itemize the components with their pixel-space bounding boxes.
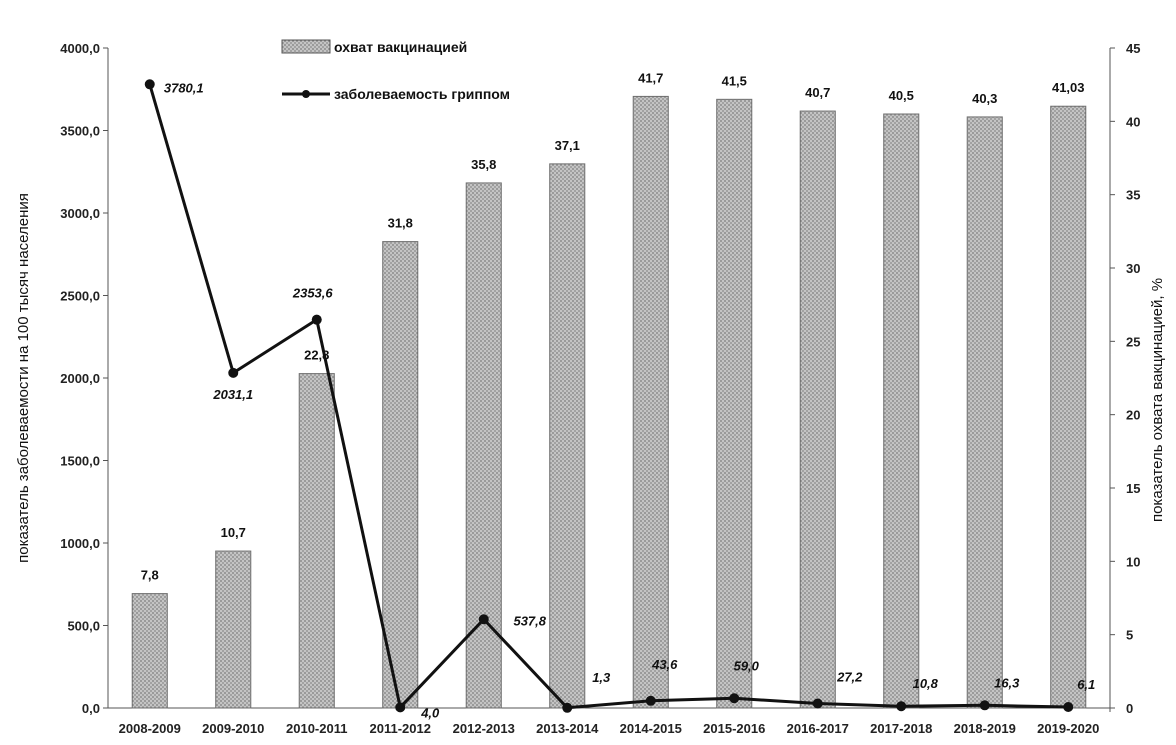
line-point-label: 2353,6 [292,286,334,301]
x-tick-label: 2010-2011 [286,721,347,736]
y-tick-label: 1000,0 [60,536,100,551]
y-tick-label: 2500,0 [60,289,100,304]
x-tick-label: 2009-2010 [202,721,264,736]
line-point-label: 43,6 [651,657,678,672]
y-tick-label: 1500,0 [60,454,100,469]
bar-value-label: 41,7 [638,70,663,85]
line-point [645,695,656,706]
bar-value-label: 35,8 [471,157,496,172]
bar [215,550,252,709]
y-axis-title: показатель заболеваемости на 100 тысяч н… [15,193,32,563]
line-point-label: 6,1 [1077,677,1095,692]
line-point-label: 16,3 [994,675,1020,690]
bar-value-label: 41,03 [1052,80,1085,95]
line-point-label: 10,8 [913,676,939,691]
x-tick-label: 2011-2012 [370,721,431,736]
x-tick-label: 2015-2016 [703,721,765,736]
x-tick-label: 2014-2015 [620,721,682,736]
legend-bar-swatch [281,39,331,54]
x-tick-label: 2017-2018 [870,721,932,736]
bar-value-label: 40,7 [805,85,830,100]
vaccination-bar-labels: 7,810,722,831,835,837,141,7 41,540,7 40,5 4… [141,70,1085,582]
line-point-label: 59,0 [734,658,760,673]
x-tick-labels: 2008-2009 2009-2010 2010-2011 2011-2012 2012… [119,721,1100,736]
bar [298,373,335,709]
y-tick-labels: 0,0 500,0 1000,0 1500,0 2000,0 2500,0 3000,0 35… [60,41,108,716]
line-point-label: 3780,1 [164,80,204,95]
bar [883,113,920,709]
line-point [395,702,406,713]
y2-tick-label: 45 [1126,41,1140,56]
bar-value-label: 41,5 [722,73,747,88]
y2-tick-label: 5 [1126,628,1133,643]
legend-line-marker [302,90,310,98]
line-point [562,702,573,713]
line-point [228,367,239,378]
line-point [311,314,322,325]
line-point-label: 537,8 [513,613,546,628]
x-tick-label: 2018-2019 [954,721,1016,736]
line-point [729,693,740,704]
bar [716,98,753,709]
y2-tick-label: 40 [1126,114,1140,129]
x-tick-label: 2008-2009 [119,721,181,736]
y-tick-label: 500,0 [67,619,100,634]
x-tick-label: 2012-2013 [453,721,515,736]
line-point-label: 2031,1 [212,387,253,402]
bar-value-label: 7,8 [141,568,159,583]
bar-value-label: 40,5 [889,88,914,103]
y2-tick-label: 30 [1126,261,1140,276]
y-tick-label: 0,0 [82,701,100,716]
axes [107,48,1111,712]
y-tick-label: 3500,0 [60,124,100,139]
line-point-label: 27,2 [836,670,863,685]
x-tick-label: 2013-2014 [536,721,599,736]
line-point [896,701,907,712]
line-path [148,83,1069,710]
line-point [979,700,990,711]
line-point-label: 4,0 [420,705,440,720]
legend-line-label: заболеваемость гриппом [334,86,510,102]
y2-tick-label: 35 [1126,188,1140,203]
bar [966,116,1003,709]
influenza-line: 3780,1 2031,1 2353,6 4,0 537,8 1,3 43,6 59,0 27,… [144,79,1095,720]
y-tick-label: 3000,0 [60,206,100,221]
bar-value-label: 40,3 [972,91,997,106]
bar [465,182,502,709]
y2-tick-label: 20 [1126,408,1140,423]
y2-tick-label: 0 [1126,701,1133,716]
bar-value-label: 37,1 [555,138,580,153]
vaccination-bars [131,95,1087,709]
bar [549,163,586,709]
bar [1050,105,1087,709]
x-tick-label: 2019-2020 [1037,721,1099,736]
bar [382,241,419,709]
bar-value-label: 10,7 [221,525,246,540]
y2-tick-label: 15 [1126,481,1140,496]
bar-value-label: 31,8 [388,216,413,231]
y2-tick-label: 10 [1126,554,1140,569]
legend: охват вакцинацией заболеваемость гриппом [281,39,510,102]
y2-tick-label: 25 [1126,334,1140,349]
x-tick-label: 2016-2017 [787,721,849,736]
legend-bar-label: охват вакцинацией [334,39,467,55]
y2-tick-labels: 0 5 10 15 20 25 30 35 40 45 [1110,41,1140,716]
line-point [478,614,489,625]
bar [632,95,669,709]
y-tick-label: 4000,0 [60,41,100,56]
y-tick-label: 2000,0 [60,371,100,386]
y2-axis-title: показатель охвата вакцинацией, % [1149,278,1166,522]
bar [131,593,168,709]
line-point-label: 1,3 [592,670,611,685]
line-point [812,698,823,709]
line-point [1063,701,1074,712]
bar [799,110,836,709]
line-point [144,79,155,90]
